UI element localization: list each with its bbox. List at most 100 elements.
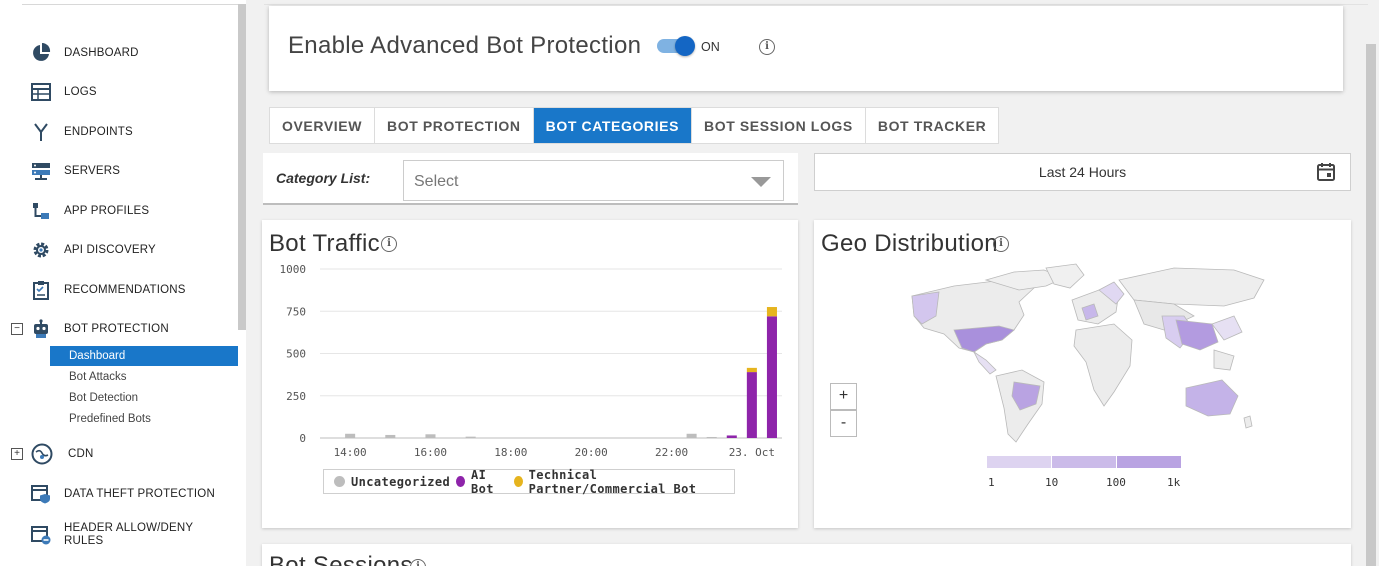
- scale-segment: [1052, 456, 1117, 468]
- main-divider: [264, 4, 1368, 5]
- bot-traffic-card: Bot Traffic i 0 250 500 750 1000 14:00 16:00 18…: [262, 220, 798, 528]
- sidebar-item-label: CDN: [68, 448, 94, 460]
- sidebar-item-label: SERVERS: [64, 165, 121, 177]
- x-tick-label: 14:00: [334, 446, 367, 459]
- sidebar-item-servers[interactable]: SERVERS: [0, 155, 238, 187]
- y-tick-label: 250: [286, 390, 306, 403]
- robot-icon: [30, 318, 52, 340]
- bar-ai-bot[interactable]: [766, 316, 777, 438]
- category-filter: Category List: Select: [263, 153, 798, 205]
- expand-icon[interactable]: +: [11, 448, 23, 460]
- sidebar-item-data-theft-protection[interactable]: DATA THEFT PROTECTION: [0, 478, 238, 510]
- legend-dot: [456, 476, 465, 487]
- header-rules-icon: [30, 524, 52, 546]
- sidebar-subitem-predefined-bots[interactable]: Predefined Bots: [69, 413, 151, 425]
- y-tick-label: 750: [286, 305, 306, 318]
- bar-uncategorized[interactable]: [686, 433, 697, 438]
- fork-icon: [30, 121, 52, 143]
- bot-traffic-title: Bot Traffic: [269, 230, 380, 257]
- category-select-value: Select: [414, 173, 459, 190]
- legend-item-ai-bot[interactable]: AI Bot: [456, 468, 508, 496]
- collapse-icon[interactable]: −: [11, 323, 23, 335]
- legend-label: Uncategorized: [351, 474, 451, 489]
- sidebar-subitem-bot-detection[interactable]: Bot Detection: [69, 392, 139, 404]
- sidebar-item-label: APP PROFILES: [64, 205, 150, 217]
- sidebar-item-app-profiles[interactable]: APP PROFILES: [0, 195, 238, 227]
- zoom-out-button[interactable]: -: [830, 410, 857, 437]
- world-map[interactable]: [814, 220, 1351, 528]
- bar-uncategorized[interactable]: [385, 434, 396, 438]
- bar-technical-partner-commercial-bot[interactable]: [746, 367, 757, 373]
- x-tick-label: 23. Oct: [729, 446, 775, 459]
- legend-item-technical-partner[interactable]: Technical Partner/Commercial Bot: [513, 467, 728, 496]
- info-icon[interactable]: i: [410, 559, 426, 566]
- chevron-down-icon: [751, 177, 771, 187]
- sidebar-subitem-dashboard[interactable]: Dashboard: [50, 346, 238, 366]
- sidebar-item-header-rules[interactable]: HEADER ALLOW/DENY RULES: [0, 519, 238, 551]
- category-select[interactable]: Select: [403, 160, 784, 201]
- sidebar-item-recommendations[interactable]: RECOMMENDATIONS: [0, 274, 238, 306]
- sidebar-item-logs[interactable]: LOGS: [0, 76, 238, 108]
- main-scrollbar[interactable]: [1366, 44, 1376, 566]
- sidebar-divider: [22, 4, 238, 5]
- tab-bot-tracker[interactable]: BOT TRACKER: [877, 117, 987, 134]
- legend-dot: [513, 476, 523, 487]
- tab-bot-categories[interactable]: BOT CATEGORIES: [533, 108, 693, 143]
- scale-label: 10: [1045, 476, 1059, 489]
- bot-sessions-card: Bot Sessions i: [262, 544, 1351, 566]
- info-icon[interactable]: i: [993, 236, 1009, 252]
- bot-traffic-chart: 0 250 500 750 1000 14:00 16:00 18:00 20:00 22:00 2…: [280, 263, 782, 459]
- bar-uncategorized[interactable]: [425, 434, 436, 438]
- sidebar-item-api-discovery[interactable]: API DISCOVERY: [0, 234, 238, 266]
- tab-bar: OVERVIEW BOT PROTECTION BOT CATEGORIES B…: [269, 107, 1000, 144]
- y-tick-label: 0: [299, 432, 306, 445]
- category-list-label: Category List:: [276, 170, 371, 186]
- bot-protection-toggle[interactable]: [657, 36, 695, 56]
- legend-label: Technical Partner/Commercial Bot: [528, 467, 697, 496]
- cdn-icon: [31, 443, 53, 465]
- info-icon[interactable]: i: [381, 236, 397, 252]
- legend-item-uncategorized[interactable]: Uncategorized: [334, 475, 450, 489]
- data-theft-icon: [30, 483, 52, 505]
- scale-label: 1k: [1167, 476, 1181, 489]
- pie-chart-icon: [30, 42, 52, 64]
- table-icon: [30, 81, 52, 103]
- page-title: Enable Advanced Bot Protection: [288, 32, 642, 59]
- bar-uncategorized[interactable]: [345, 433, 356, 438]
- gear-icon: [30, 239, 52, 261]
- zoom-in-button[interactable]: +: [830, 383, 857, 410]
- toggle-knob: [675, 36, 695, 56]
- sidebar-scrollbar[interactable]: [238, 4, 246, 330]
- date-range-picker[interactable]: Last 24 Hours: [814, 153, 1351, 191]
- bar-uncategorized[interactable]: [706, 436, 717, 438]
- bar-ai-bot[interactable]: [746, 372, 757, 438]
- scale-label: 1: [988, 476, 995, 489]
- sidebar-item-cdn[interactable]: + CDN: [0, 438, 238, 470]
- tab-bot-protection[interactable]: BOT PROTECTION: [375, 108, 534, 143]
- bar-ai-bot[interactable]: [726, 435, 737, 438]
- toggle-state-label: ON: [701, 40, 720, 54]
- info-icon[interactable]: i: [759, 39, 775, 55]
- sidebar-subitem-bot-attacks[interactable]: Bot Attacks: [69, 371, 127, 383]
- x-tick-label: 16:00: [414, 446, 447, 459]
- sidebar-item-label: HEADER ALLOW/DENY RULES: [64, 522, 194, 547]
- scale-label: 100: [1106, 476, 1126, 489]
- legend-label: AI Bot: [470, 467, 494, 496]
- tab-overview[interactable]: OVERVIEW: [270, 108, 376, 143]
- sidebar-item-label: ENDPOINTS: [64, 126, 133, 138]
- calendar-icon[interactable]: [1316, 162, 1336, 187]
- geo-distribution-card: Geo Distribution i: [814, 220, 1351, 528]
- app-profile-icon: [30, 200, 52, 222]
- tab-bot-session-logs[interactable]: BOT SESSION LOGS: [692, 108, 866, 143]
- legend-dot: [334, 476, 345, 487]
- bot-sessions-title: Bot Sessions: [269, 552, 413, 566]
- bot-protection-header: Enable Advanced Bot Protection ON i: [269, 6, 1343, 91]
- sidebar-item-endpoints[interactable]: ENDPOINTS: [0, 116, 238, 148]
- sidebar-item-dashboard[interactable]: DASHBOARD: [0, 37, 238, 69]
- bar-uncategorized[interactable]: [465, 436, 476, 438]
- sidebar-item-bot-protection[interactable]: − BOT PROTECTION: [0, 313, 238, 345]
- geo-distribution-title: Geo Distribution: [821, 230, 998, 257]
- scale-segment: [1117, 456, 1181, 468]
- bar-technical-partner-commercial-bot[interactable]: [766, 307, 777, 317]
- x-tick-label: 20:00: [575, 446, 608, 459]
